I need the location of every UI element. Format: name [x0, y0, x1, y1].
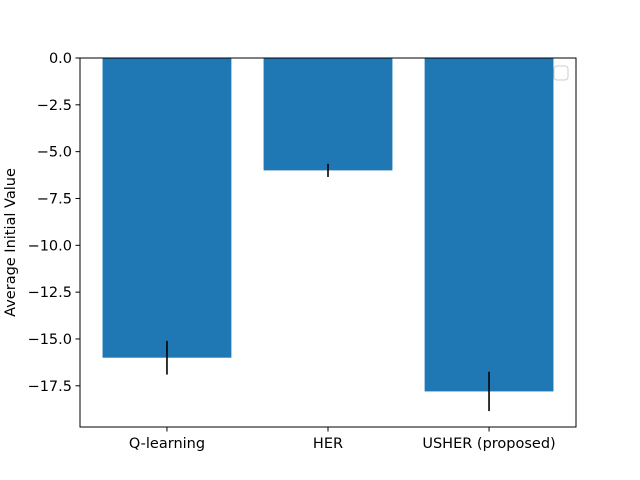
y-tick-label: −7.5	[37, 191, 72, 207]
bars-group	[102, 58, 554, 392]
error-bars-group	[166, 163, 490, 412]
y-axis-title: Average Initial Value	[3, 168, 19, 317]
bar	[424, 58, 554, 392]
bar	[102, 58, 232, 358]
y-tick-label: −17.5	[28, 379, 72, 395]
x-tick-label: USHER (proposed)	[422, 436, 555, 452]
y-tick-label: −12.5	[28, 285, 72, 301]
legend-box	[553, 65, 569, 81]
x-tick-label: Q-learning	[129, 436, 205, 452]
y-tick-label: −2.5	[37, 98, 72, 114]
y-tick-label: −5.0	[37, 145, 72, 161]
y-tick-label: 0.0	[49, 51, 72, 67]
bar	[263, 58, 393, 171]
x-axis: Q-learning HER USHER (proposed)	[129, 427, 556, 452]
x-tick-label: HER	[313, 436, 343, 452]
y-tick-label: −10.0	[28, 238, 72, 254]
y-axis: 0.0 −2.5 −5.0 −7.5 −10.0 −12.5 −15.0 −17.5	[28, 51, 80, 395]
y-tick-label: −15.0	[28, 332, 72, 348]
